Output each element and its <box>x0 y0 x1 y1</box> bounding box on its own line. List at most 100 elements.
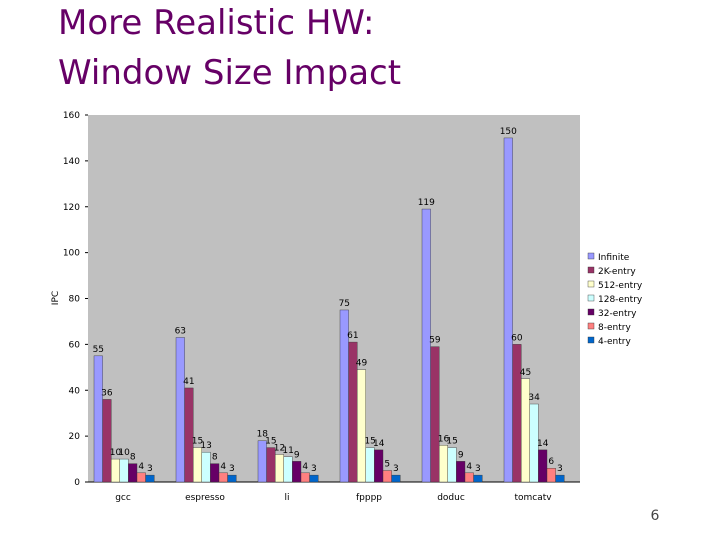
bar <box>102 399 112 483</box>
bar <box>110 458 120 483</box>
data-label: 4 <box>302 462 308 472</box>
legend-swatch <box>587 266 595 274</box>
data-label: 6 <box>548 457 554 467</box>
data-label: 5 <box>384 460 390 470</box>
legend-label: 8-entry <box>598 323 631 333</box>
data-label: 9 <box>458 450 464 460</box>
data-label: 45 <box>520 368 531 378</box>
data-label: 10 <box>110 448 122 458</box>
data-label: 15 <box>364 437 375 447</box>
data-label: 15 <box>192 437 203 447</box>
bar <box>184 387 194 483</box>
y-tick-label: 120 <box>63 203 80 213</box>
data-label: 36 <box>101 388 113 398</box>
bar <box>439 445 449 483</box>
legend-label: 2K-entry <box>598 267 636 277</box>
legend-label: 128-entry <box>598 295 643 305</box>
bar <box>218 472 228 483</box>
data-label: 16 <box>438 434 450 444</box>
y-tick-label: 40 <box>69 386 81 396</box>
bar <box>374 449 384 483</box>
legend-swatch <box>587 308 595 316</box>
data-label: 11 <box>282 446 293 456</box>
title-line: Window Size Impact <box>58 53 401 93</box>
title-line: More Realistic HW: <box>58 3 374 43</box>
bar <box>512 344 522 483</box>
legend-swatch <box>587 252 595 260</box>
x-tick-label: fpppp <box>356 493 382 503</box>
bar <box>300 472 310 483</box>
bar <box>546 468 556 483</box>
bar <box>464 472 474 483</box>
data-label: 41 <box>183 377 194 387</box>
legend-swatch <box>587 280 595 288</box>
legend-label: 32-entry <box>598 309 637 319</box>
data-label: 3 <box>557 464 563 474</box>
page-number: 6 <box>651 508 660 524</box>
bar <box>391 474 401 483</box>
legend-swatch <box>587 294 595 302</box>
bar <box>538 449 548 483</box>
bar <box>382 470 392 483</box>
data-label: 4 <box>138 462 144 472</box>
data-label: 150 <box>500 127 517 137</box>
bar <box>283 456 293 483</box>
bar <box>430 346 440 483</box>
data-label: 59 <box>429 336 441 346</box>
bar <box>421 208 431 483</box>
x-tick-label: li <box>284 493 289 503</box>
legend-label: 4-entry <box>598 337 631 347</box>
bar <box>529 403 539 483</box>
data-label: 14 <box>373 439 385 449</box>
data-label: 75 <box>339 299 350 309</box>
x-tick-label: espresso <box>185 493 225 503</box>
data-label: 3 <box>393 464 399 474</box>
y-axis-label: IPC <box>51 291 61 305</box>
data-label: 15 <box>446 437 457 447</box>
y-tick-label: 160 <box>63 111 80 121</box>
bar <box>136 472 146 483</box>
bar <box>192 447 202 483</box>
data-label: 9 <box>294 450 300 460</box>
y-tick-label: 100 <box>63 249 80 259</box>
legend-swatch <box>587 322 595 330</box>
data-label: 8 <box>130 453 136 463</box>
bar <box>227 474 237 483</box>
x-tick-label: tomcatv <box>514 493 552 503</box>
legend-label: Infinite <box>598 253 630 263</box>
bar <box>309 474 319 483</box>
y-tick-label: 20 <box>69 432 81 442</box>
bar <box>175 337 185 483</box>
legend-label: 512-entry <box>598 281 643 291</box>
x-tick-label: doduc <box>437 493 465 503</box>
bar <box>93 355 103 483</box>
x-tick-label: gcc <box>115 493 131 503</box>
bar <box>145 474 155 483</box>
data-label: 3 <box>311 464 317 474</box>
data-label: 14 <box>537 439 549 449</box>
y-tick-label: 80 <box>69 295 81 305</box>
data-label: 61 <box>347 331 358 341</box>
bar <box>257 440 267 483</box>
data-label: 49 <box>356 359 368 369</box>
bar <box>357 369 367 483</box>
data-label: 3 <box>229 464 235 474</box>
data-label: 60 <box>511 333 523 343</box>
data-label: 55 <box>93 345 104 355</box>
data-label: 10 <box>118 448 130 458</box>
data-label: 13 <box>200 441 211 451</box>
bar <box>275 454 285 483</box>
bar <box>456 461 466 483</box>
bar <box>503 137 513 483</box>
bar <box>119 458 129 483</box>
data-label: 4 <box>220 462 226 472</box>
y-tick-label: 0 <box>74 478 80 488</box>
data-label: 4 <box>466 462 472 472</box>
bar <box>555 474 565 483</box>
bar <box>292 461 302 483</box>
data-label: 3 <box>147 464 153 474</box>
data-label: 15 <box>265 437 276 447</box>
y-tick-label: 140 <box>63 157 80 167</box>
data-label: 63 <box>175 326 186 336</box>
bar <box>128 463 138 483</box>
